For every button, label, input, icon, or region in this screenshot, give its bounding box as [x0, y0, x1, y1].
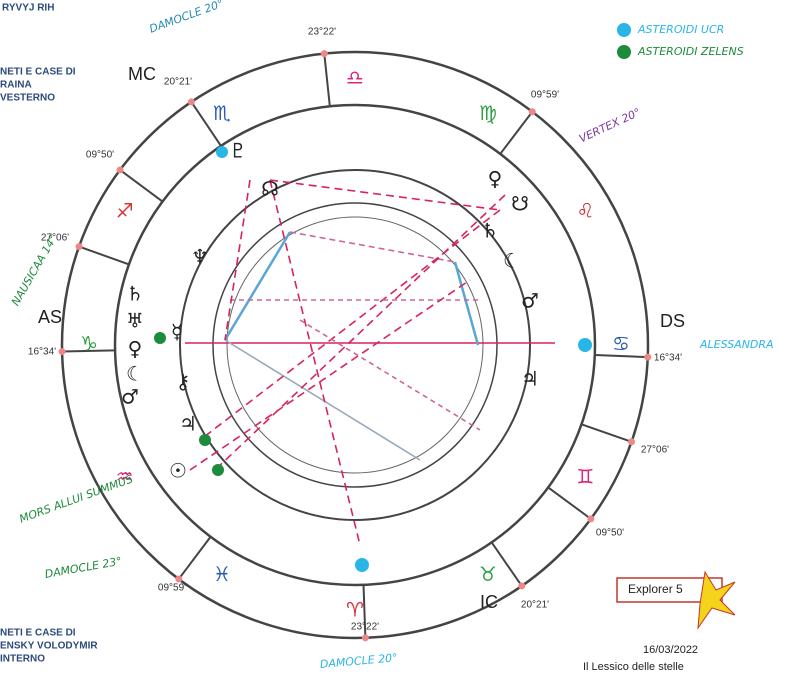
cusp-degree: 20°21': [521, 600, 549, 611]
cusp-dot: [628, 438, 635, 445]
house-cusp: [79, 247, 129, 265]
zodiac-sign: ♊: [576, 465, 594, 489]
header-line: VESTERNO: [0, 93, 55, 104]
house-cusp: [500, 112, 532, 154]
cusp-dot: [117, 166, 124, 173]
planet: ☊: [261, 177, 279, 201]
house-cusp: [582, 424, 632, 442]
cusp-degree: 23°22': [308, 27, 336, 38]
angle-label: DS: [660, 311, 685, 331]
legend-dot: [617, 45, 631, 59]
planet: ♄: [126, 282, 144, 306]
footer-line: INTERNO: [0, 654, 45, 665]
planet: ♃: [179, 412, 197, 436]
planet: ♄: [481, 219, 499, 243]
cusp-degree: 16°34': [654, 353, 682, 364]
house-cusp: [548, 487, 591, 518]
cusp-dot: [175, 576, 182, 583]
zodiac-sign: ♓: [213, 562, 231, 586]
planet: ☿: [171, 320, 183, 344]
house-cusp: [179, 537, 211, 579]
planet: ♀: [128, 337, 143, 361]
angle-label: AS: [38, 307, 62, 327]
cusp-degree: 09°59': [531, 90, 559, 101]
footer-line: ENSKY VOLODYMIR: [0, 641, 98, 652]
handwritten-note: VERTEX 20°: [577, 106, 643, 146]
cusp-dot: [59, 348, 66, 355]
zodiac-sign: ♎: [346, 66, 364, 90]
zodiac-sign: ♌: [576, 199, 594, 223]
planet: ♆: [191, 245, 209, 269]
cusp-dot: [529, 108, 536, 115]
planet: ☾: [503, 249, 521, 273]
cusp-dot: [188, 98, 195, 105]
zodiac-sign: ♑: [80, 332, 98, 356]
zodiac-sign: ♈: [346, 598, 364, 622]
cusp-dot: [321, 50, 328, 57]
zodiac-sign: ♋: [612, 332, 630, 356]
zodiac-sign: ♍: [479, 101, 497, 125]
cusp-dot: [76, 243, 83, 250]
footer-line: NETI E CASE DI: [0, 628, 76, 639]
cusp-degree: 09°59': [158, 583, 186, 594]
cusp-dot: [518, 582, 525, 589]
header-line: RAINA: [0, 80, 32, 91]
planet: ⚷: [176, 370, 191, 394]
chart-name: RYVYJ RIH: [2, 3, 54, 14]
angle-label: IC: [480, 592, 498, 612]
cusp-degree: 09°50': [596, 528, 624, 539]
zodiac-sign: ♏: [213, 101, 231, 125]
source: Il Lessico delle stelle: [583, 661, 684, 673]
planet: ☋: [511, 192, 529, 216]
planet: ☉: [169, 459, 187, 483]
zodiac-sign: ♉: [479, 562, 497, 586]
legend-label: ASTEROIDI ZELENS: [637, 45, 744, 58]
wheel: [62, 52, 648, 638]
cusp-dot: [644, 354, 651, 361]
handwritten-note: DAMOCLE 20°: [148, 0, 226, 36]
cusp-degree: 20°21': [164, 77, 192, 88]
cusp-degree: 27°06': [641, 445, 669, 456]
cusp-degree: 09°50': [86, 150, 114, 161]
legend-label: ASTEROIDI UCR: [637, 23, 724, 36]
planet: ♇: [229, 139, 247, 163]
header-line: NETI E CASE DI: [0, 67, 76, 78]
handwritten-note: DAMOCLE 20°: [319, 651, 398, 671]
planet: ♂: [121, 385, 139, 409]
cusp-dot: [362, 634, 369, 641]
handwritten-note: DAMOCLE 23°: [44, 555, 123, 581]
planet: ☾: [126, 362, 144, 386]
planet: ♀: [488, 167, 503, 191]
planet: ♃: [521, 367, 539, 391]
badge-label: Explorer 5: [628, 582, 683, 596]
house-cusp: [324, 54, 330, 107]
planet: ♅: [126, 309, 144, 333]
cusp-degree: 16°34': [28, 347, 56, 358]
house-cusp: [120, 170, 162, 202]
aspects: [185, 180, 555, 545]
date: 16/03/2022: [643, 644, 698, 656]
astro-chart: RYVYJ RIH NETI E CASE DI RAINA VESTERNO NETI…: [0, 0, 795, 675]
handwritten-note: ALESSANDRA: [699, 338, 774, 351]
handwritten-note: NAUSICAA 14°: [9, 232, 60, 308]
zodiac-sign: ♐: [116, 199, 134, 223]
legend-dot: [617, 23, 631, 37]
cusp-dot: [587, 515, 594, 522]
planet: ♂: [521, 289, 539, 313]
angle-label: MC: [128, 64, 156, 84]
